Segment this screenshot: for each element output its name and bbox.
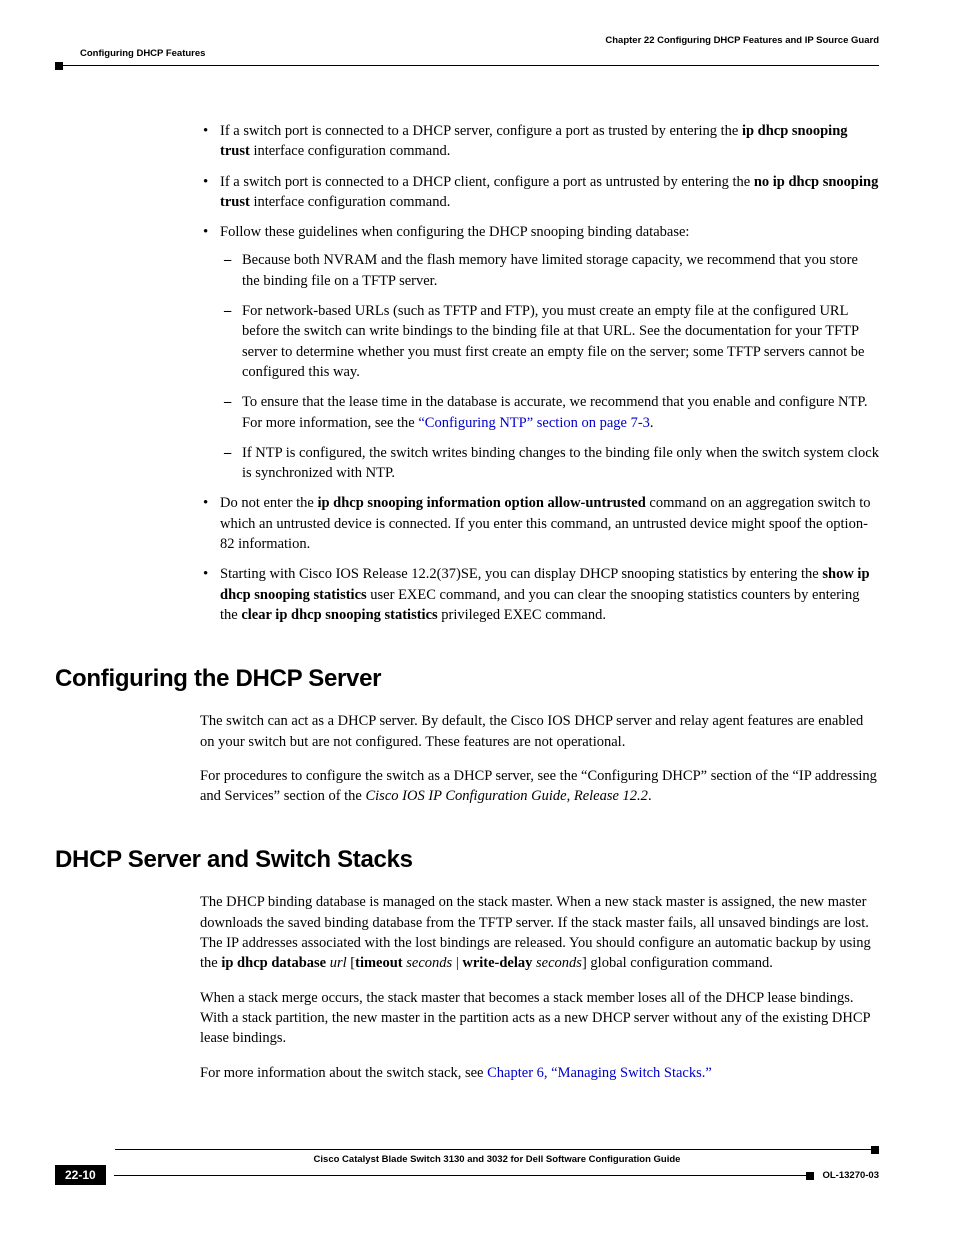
text: . bbox=[648, 788, 652, 804]
section-heading-dhcp-server: Configuring the DHCP Server bbox=[55, 665, 879, 693]
footer-title: Cisco Catalyst Blade Switch 3130 and 303… bbox=[115, 1154, 879, 1165]
text: For network-based URLs (such as TFTP and… bbox=[242, 303, 865, 380]
sub-list: Because both NVRAM and the flash memory … bbox=[220, 250, 879, 483]
list-item: Do not enter the ip dhcp snooping inform… bbox=[200, 493, 879, 554]
command: ip dhcp database bbox=[221, 955, 326, 971]
doc-title: Cisco IOS IP Configuration Guide, Releas… bbox=[365, 788, 647, 804]
paragraph: The switch can act as a DHCP server. By … bbox=[200, 711, 879, 752]
page-footer: Cisco Catalyst Blade Switch 3130 and 303… bbox=[55, 1149, 879, 1185]
section-heading-switch-stacks: DHCP Server and Switch Stacks bbox=[55, 846, 879, 874]
keyword: write-delay bbox=[462, 955, 532, 971]
paragraph: The DHCP binding database is managed on … bbox=[200, 892, 879, 973]
page-header: Configuring DHCP Features Chapter 22 Con… bbox=[55, 35, 879, 59]
sub-item: For network-based URLs (such as TFTP and… bbox=[220, 301, 879, 382]
list-item: If a switch port is connected to a DHCP … bbox=[200, 172, 879, 213]
paragraph: For more information about the switch st… bbox=[200, 1063, 879, 1083]
guideline-list: If a switch port is connected to a DHCP … bbox=[200, 121, 879, 625]
header-section-wrap: Configuring DHCP Features bbox=[55, 35, 205, 59]
text: privileged EXEC command. bbox=[438, 607, 606, 623]
text: . bbox=[650, 415, 654, 431]
ntp-link[interactable]: “Configuring NTP” section on page 7-3 bbox=[418, 415, 650, 431]
content: If a switch port is connected to a DHCP … bbox=[55, 121, 879, 1083]
sub-item: To ensure that the lease time in the dat… bbox=[220, 392, 879, 433]
header-rule bbox=[55, 65, 879, 66]
command: ip dhcp snooping information option allo… bbox=[317, 495, 645, 511]
list-item: Starting with Cisco IOS Release 12.2(37)… bbox=[200, 564, 879, 625]
list-item: If a switch port is connected to a DHCP … bbox=[200, 121, 879, 162]
text: interface configuration command. bbox=[250, 194, 451, 210]
doc-id: OL-13270-03 bbox=[822, 1170, 879, 1181]
text: interface configuration command. bbox=[250, 143, 451, 159]
arg: seconds bbox=[403, 955, 456, 971]
paragraph: For procedures to configure the switch a… bbox=[200, 766, 879, 807]
keyword: timeout bbox=[355, 955, 403, 971]
footer-bottom: 22-10 OL-13270-03 bbox=[55, 1165, 879, 1185]
text: Follow these guidelines when configuring… bbox=[220, 224, 689, 240]
footer-bottom-rule bbox=[114, 1175, 815, 1176]
list-item: Follow these guidelines when configuring… bbox=[200, 222, 879, 483]
sub-item: If NTP is configured, the switch writes … bbox=[220, 443, 879, 484]
footer-rule bbox=[115, 1149, 879, 1150]
chapter-link[interactable]: Chapter 6, “Managing Switch Stacks.” bbox=[487, 1065, 712, 1081]
arg: url bbox=[326, 955, 350, 971]
text: If a switch port is connected to a DHCP … bbox=[220, 123, 742, 139]
text: If NTP is configured, the switch writes … bbox=[242, 445, 879, 481]
text: Do not enter the bbox=[220, 495, 317, 511]
header-chapter: Chapter 22 Configuring DHCP Features and… bbox=[605, 35, 879, 46]
header-chapter-wrap: Chapter 22 Configuring DHCP Features and… bbox=[605, 35, 879, 49]
text: global configuration command. bbox=[587, 955, 773, 971]
text: Starting with Cisco IOS Release 12.2(37)… bbox=[220, 566, 822, 582]
text: Because both NVRAM and the flash memory … bbox=[242, 252, 858, 288]
page-number: 22-10 bbox=[55, 1165, 106, 1185]
arg: seconds bbox=[532, 955, 582, 971]
text: For more information about the switch st… bbox=[200, 1065, 487, 1081]
text: If a switch port is connected to a DHCP … bbox=[220, 174, 754, 190]
header-section: Configuring DHCP Features bbox=[80, 48, 205, 59]
paragraph: When a stack merge occurs, the stack mas… bbox=[200, 988, 879, 1049]
command: clear ip dhcp snooping statistics bbox=[241, 607, 437, 623]
sub-item: Because both NVRAM and the flash memory … bbox=[220, 250, 879, 291]
page: Configuring DHCP Features Chapter 22 Con… bbox=[0, 0, 954, 1235]
